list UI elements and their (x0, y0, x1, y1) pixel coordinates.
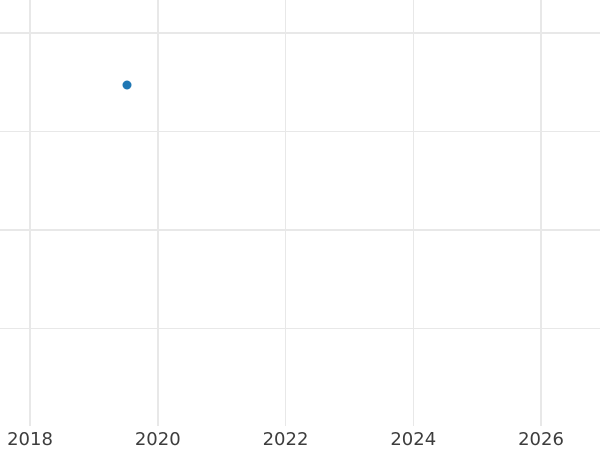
gridline-horizontal (0, 229, 600, 231)
gridline-horizontal (0, 130, 600, 133)
gridline-horizontal (0, 327, 600, 330)
gridline-vertical (157, 0, 159, 426)
x-tick-label: 2026 (518, 429, 564, 450)
gridline-vertical (284, 0, 287, 426)
x-tick-label: 2024 (390, 429, 437, 450)
gridline-vertical (540, 0, 542, 426)
scatter-point[interactable] (122, 80, 132, 90)
gridline-horizontal (0, 32, 600, 34)
gridline-vertical (412, 0, 414, 426)
x-tick-label: 2020 (134, 429, 181, 450)
gridline-vertical (29, 0, 31, 426)
x-tick-label: 2018 (7, 429, 53, 450)
x-tick-label: 2022 (262, 429, 309, 450)
